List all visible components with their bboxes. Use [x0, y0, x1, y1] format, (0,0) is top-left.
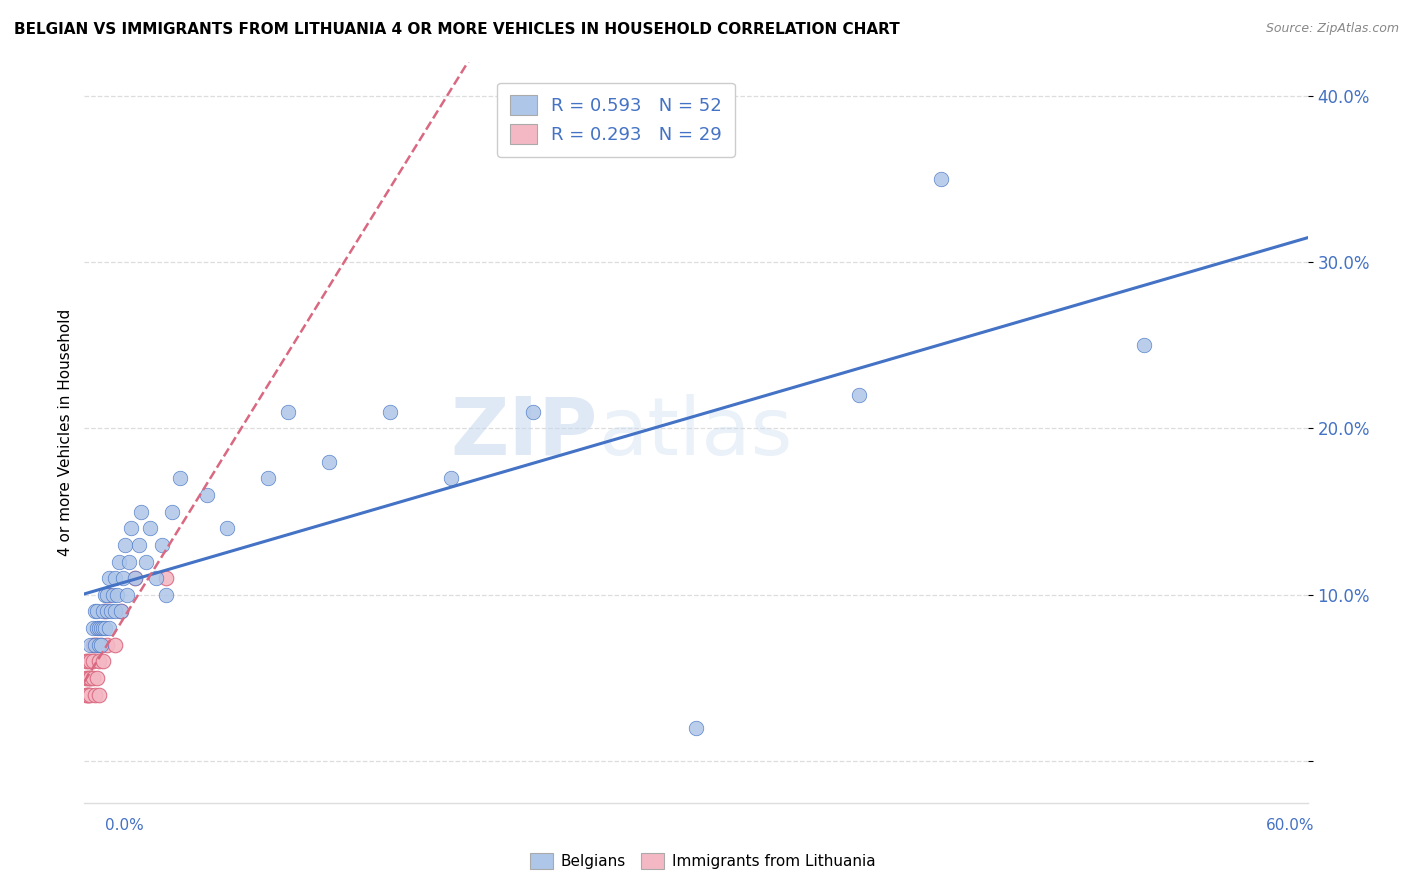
Point: [110, 605, 132, 619]
Point: [100, 605, 122, 619]
Point: [83, 638, 105, 652]
Point: [115, 588, 138, 602]
Point: [145, 571, 167, 585]
Point: [108, 555, 131, 569]
Point: [96, 588, 118, 602]
Point: [91, 654, 114, 668]
Point: [318, 455, 340, 469]
Point: [87, 621, 110, 635]
Point: [101, 588, 124, 602]
Point: [87, 654, 110, 668]
Point: [77, 688, 100, 702]
Point: [104, 638, 127, 652]
Point: [90, 638, 112, 652]
Point: [169, 471, 191, 485]
Point: [93, 621, 115, 635]
Point: [77, 654, 100, 668]
Point: [929, 172, 952, 186]
Point: [87, 638, 110, 652]
Point: [79, 671, 101, 685]
Point: [440, 471, 463, 485]
Point: [93, 588, 115, 602]
Point: [91, 621, 114, 635]
Point: [685, 721, 707, 735]
Point: [380, 405, 402, 419]
Point: [150, 538, 173, 552]
Text: Source: ZipAtlas.com: Source: ZipAtlas.com: [1265, 22, 1399, 36]
Point: [82, 654, 104, 668]
Point: [105, 588, 128, 602]
Point: [118, 555, 141, 569]
Point: [83, 638, 105, 652]
Point: [110, 605, 132, 619]
Point: [97, 571, 120, 585]
Point: [97, 588, 120, 602]
Point: [90, 621, 112, 635]
Point: [96, 638, 118, 652]
Text: 60.0%: 60.0%: [1267, 818, 1315, 832]
Point: [128, 538, 150, 552]
Text: 0.0%: 0.0%: [105, 818, 145, 832]
Point: [131, 505, 153, 519]
Point: [83, 688, 105, 702]
Point: [82, 671, 104, 685]
Point: [87, 688, 110, 702]
Point: [104, 605, 127, 619]
Point: [75, 654, 97, 668]
Point: [112, 571, 135, 585]
Point: [83, 605, 105, 619]
Point: [135, 555, 157, 569]
Point: [79, 688, 101, 702]
Point: [124, 571, 146, 585]
Point: [104, 571, 127, 585]
Point: [138, 521, 160, 535]
Text: BELGIAN VS IMMIGRANTS FROM LITHUANIA 4 OR MORE VEHICLES IN HOUSEHOLD CORRELATION: BELGIAN VS IMMIGRANTS FROM LITHUANIA 4 O…: [14, 22, 900, 37]
Text: ZIP: ZIP: [451, 393, 598, 472]
Point: [93, 605, 115, 619]
Point: [160, 505, 183, 519]
Point: [82, 621, 104, 635]
Point: [82, 638, 104, 652]
Point: [257, 471, 280, 485]
Point: [77, 688, 100, 702]
Point: [77, 671, 100, 685]
Legend: Belgians, Immigrants from Lithuania: Belgians, Immigrants from Lithuania: [524, 847, 882, 875]
Point: [75, 671, 97, 685]
Point: [155, 588, 177, 602]
Point: [86, 621, 108, 635]
Point: [217, 521, 239, 535]
Point: [79, 638, 101, 652]
Point: [124, 571, 146, 585]
Point: [79, 654, 101, 668]
Point: [90, 638, 112, 652]
Text: atlas: atlas: [598, 393, 793, 472]
Point: [86, 638, 108, 652]
Point: [86, 671, 108, 685]
Point: [195, 488, 218, 502]
Point: [522, 405, 544, 419]
Point: [97, 621, 120, 635]
Point: [277, 405, 299, 419]
Point: [79, 671, 101, 685]
Point: [120, 521, 142, 535]
Point: [75, 688, 97, 702]
Point: [114, 538, 136, 552]
Point: [86, 605, 108, 619]
Point: [155, 571, 177, 585]
Y-axis label: 4 or more Vehicles in Household: 4 or more Vehicles in Household: [58, 309, 73, 557]
Legend: R = 0.593   N = 52, R = 0.293   N = 29: R = 0.593 N = 52, R = 0.293 N = 29: [498, 83, 734, 157]
Point: [91, 605, 114, 619]
Point: [96, 605, 118, 619]
Point: [848, 388, 870, 402]
Point: [1133, 338, 1156, 352]
